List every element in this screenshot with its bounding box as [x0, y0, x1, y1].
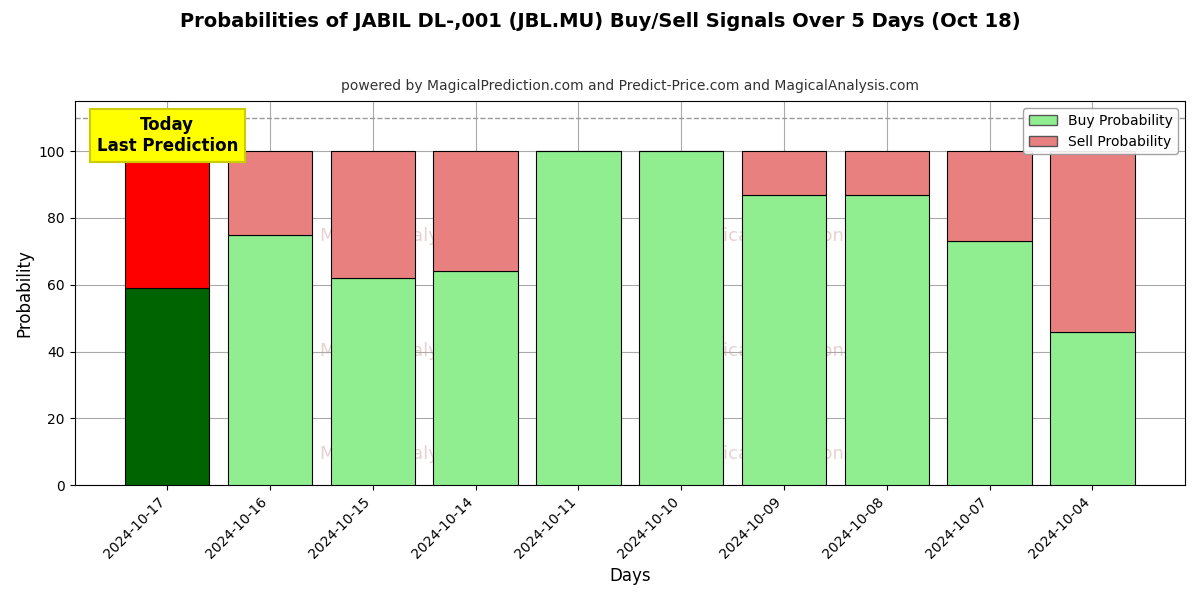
Text: MagicalPrediction.com: MagicalPrediction.com — [685, 227, 888, 245]
Bar — [742, 151, 826, 194]
Bar — [228, 235, 312, 485]
Bar — [640, 151, 724, 485]
Bar — [948, 151, 1032, 241]
Bar — [1050, 332, 1134, 485]
Text: MagicalPrediction.com: MagicalPrediction.com — [685, 445, 888, 463]
Bar — [536, 151, 620, 485]
Bar — [742, 194, 826, 485]
Bar — [331, 278, 415, 485]
X-axis label: Days: Days — [610, 567, 650, 585]
Text: MagicalPrediction.com: MagicalPrediction.com — [685, 342, 888, 360]
Bar — [948, 241, 1032, 485]
Y-axis label: Probability: Probability — [16, 249, 34, 337]
Text: MagicalAnalysis.com: MagicalAnalysis.com — [319, 445, 506, 463]
Bar — [1050, 151, 1134, 332]
Bar — [228, 151, 312, 235]
Text: MagicalAnalysis.com: MagicalAnalysis.com — [319, 342, 506, 360]
Text: Probabilities of JABIL DL-,001 (JBL.MU) Buy/Sell Signals Over 5 Days (Oct 18): Probabilities of JABIL DL-,001 (JBL.MU) … — [180, 12, 1020, 31]
Bar — [125, 151, 210, 288]
Text: Today
Last Prediction: Today Last Prediction — [96, 116, 238, 155]
Legend: Buy Probability, Sell Probability: Buy Probability, Sell Probability — [1024, 108, 1178, 154]
Title: powered by MagicalPrediction.com and Predict-Price.com and MagicalAnalysis.com: powered by MagicalPrediction.com and Pre… — [341, 79, 919, 93]
Bar — [433, 271, 517, 485]
Bar — [331, 151, 415, 278]
Bar — [845, 194, 929, 485]
Bar — [845, 151, 929, 194]
Text: MagicalAnalysis.com: MagicalAnalysis.com — [319, 227, 506, 245]
Bar — [433, 151, 517, 271]
Bar — [125, 288, 210, 485]
